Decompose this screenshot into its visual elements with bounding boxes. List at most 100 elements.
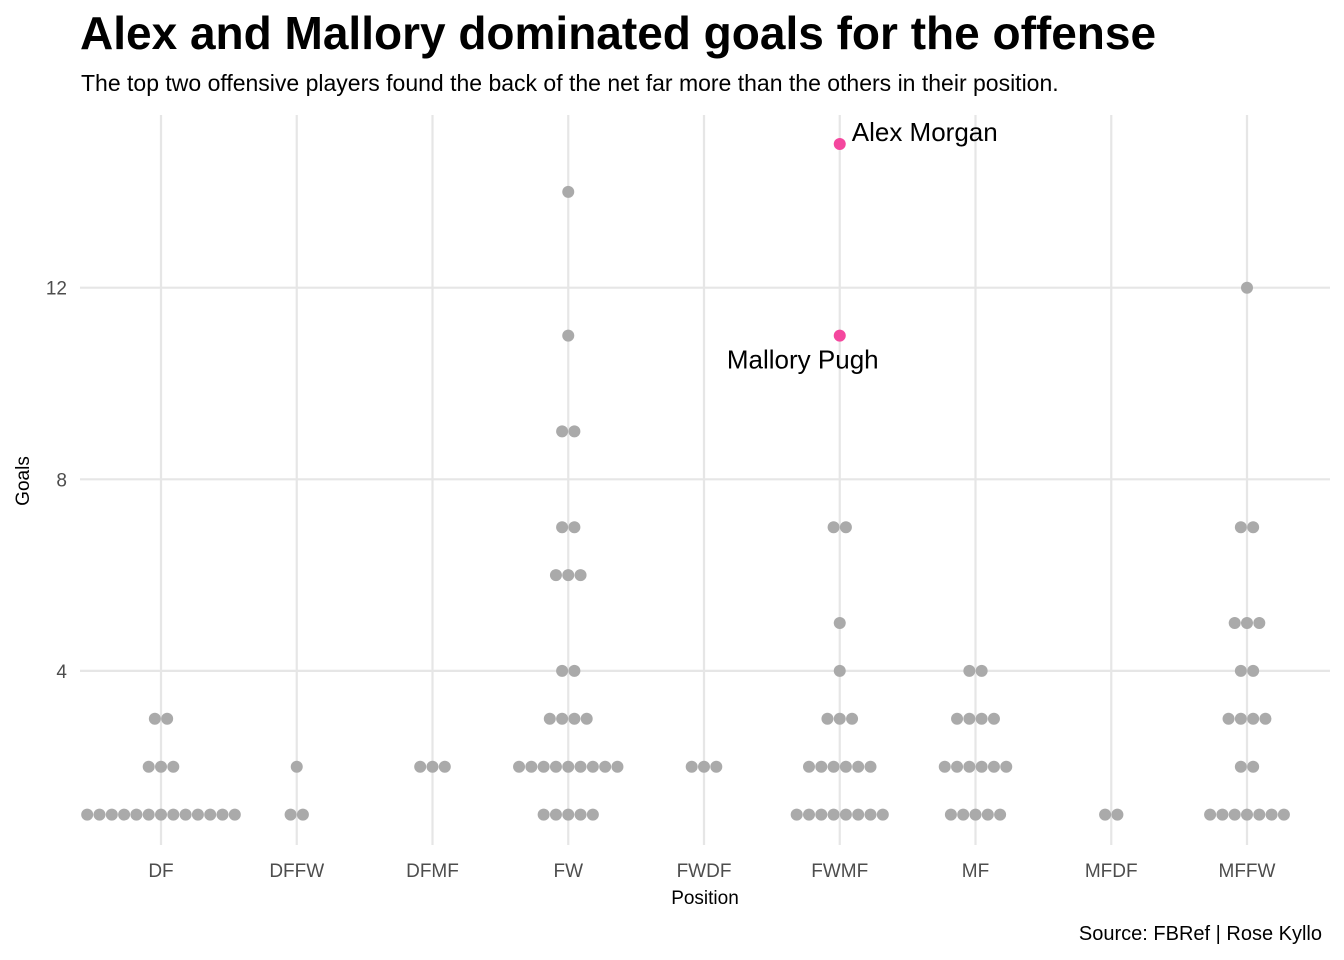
data-point: [118, 808, 131, 821]
highlight-point: [833, 138, 846, 150]
data-point: [556, 521, 569, 534]
data-point: [105, 808, 118, 821]
y-tick-label: 12: [46, 279, 67, 300]
x-tick-label: MFDF: [1085, 861, 1138, 882]
data-point: [710, 760, 723, 773]
data-point: [815, 808, 828, 821]
data-point: [438, 760, 451, 773]
y-tick-label: 4: [56, 662, 67, 683]
data-point: [191, 808, 204, 821]
point-annotations: Alex Morgan Mallory Pugh: [727, 117, 998, 375]
data-point: [698, 760, 710, 773]
data-point: [981, 808, 994, 821]
data-point: [574, 760, 587, 773]
data-point: [1111, 808, 1124, 821]
y-axis-title: Goals: [13, 456, 34, 506]
data-point: [167, 760, 180, 773]
data-point: [556, 664, 569, 677]
data-point: [833, 712, 846, 725]
data-point: [994, 808, 1007, 821]
x-axis-title: Position: [671, 888, 739, 909]
data-point: [586, 808, 599, 821]
data-point: [130, 808, 143, 821]
data-point: [142, 808, 155, 821]
data-point: [568, 521, 581, 534]
data-point: [1099, 808, 1112, 821]
data-point: [1241, 281, 1253, 294]
x-tick-label: DFFW: [269, 861, 324, 882]
data-point: [846, 712, 859, 725]
data-point: [93, 808, 106, 821]
data-point: [1253, 617, 1266, 629]
data-point: [568, 712, 581, 725]
data-point: [815, 760, 828, 773]
data-point: [142, 760, 155, 773]
data-point: [957, 808, 970, 821]
data-point: [827, 521, 840, 534]
data-point: [574, 569, 587, 582]
data-point: [975, 760, 988, 773]
data-point: [839, 521, 852, 534]
data-point: [562, 185, 575, 198]
x-tick-label: FW: [553, 861, 583, 882]
data-point: [580, 712, 593, 725]
data-point: [599, 760, 612, 773]
data-point: [963, 760, 976, 773]
data-point: [568, 664, 581, 677]
data-point: [296, 808, 309, 821]
data-point: [574, 808, 587, 821]
data-point: [1241, 808, 1253, 821]
data-point: [839, 760, 852, 773]
x-tick-label: FWMF: [811, 861, 868, 882]
grid-lines: [80, 115, 1330, 845]
data-point: [852, 808, 865, 821]
data-point: [228, 808, 241, 821]
data-point: [833, 617, 846, 629]
data-point: [963, 664, 976, 677]
data-point: [414, 760, 427, 773]
data-point: [556, 425, 569, 438]
data-point: [803, 760, 815, 773]
data-point: [864, 760, 877, 773]
data-point: [876, 808, 889, 821]
data-points: [81, 185, 1290, 821]
data-point: [1277, 808, 1290, 821]
data-point: [790, 808, 803, 821]
data-point: [155, 808, 167, 821]
data-point: [1234, 712, 1247, 725]
data-point: [216, 808, 229, 821]
data-point: [803, 808, 815, 821]
data-point: [1259, 712, 1272, 725]
data-point: [167, 808, 180, 821]
data-point: [1247, 521, 1260, 534]
highlight-points: [833, 138, 846, 342]
data-point: [1234, 760, 1247, 773]
data-point: [1228, 808, 1241, 821]
data-point: [556, 712, 569, 725]
data-point: [525, 760, 538, 773]
annotation-label: Mallory Pugh: [727, 345, 879, 375]
data-point: [562, 329, 575, 342]
data-point: [1253, 808, 1266, 821]
data-point: [549, 808, 562, 821]
data-point: [1247, 664, 1260, 677]
data-point: [537, 808, 550, 821]
data-point: [827, 808, 840, 821]
data-point: [1228, 617, 1241, 629]
data-point: [951, 712, 964, 725]
x-tick-label: DF: [148, 861, 173, 882]
x-axis-ticks: DF DFFW DFMF FW FWDF FWMF MF MFDF MFFW: [148, 861, 1275, 882]
y-tick-label: 8: [56, 470, 67, 491]
data-point: [975, 712, 988, 725]
x-tick-label: MF: [962, 861, 989, 882]
data-point: [81, 808, 94, 821]
data-point: [1247, 760, 1260, 773]
chart-title: Alex and Mallory dominated goals for the…: [80, 7, 1157, 59]
data-point: [987, 712, 1000, 725]
data-point: [1234, 521, 1247, 534]
data-point: [537, 760, 550, 773]
x-tick-label: MFFW: [1219, 861, 1276, 882]
data-point: [975, 664, 988, 677]
highlight-point: [833, 329, 846, 342]
data-point: [1204, 808, 1217, 821]
